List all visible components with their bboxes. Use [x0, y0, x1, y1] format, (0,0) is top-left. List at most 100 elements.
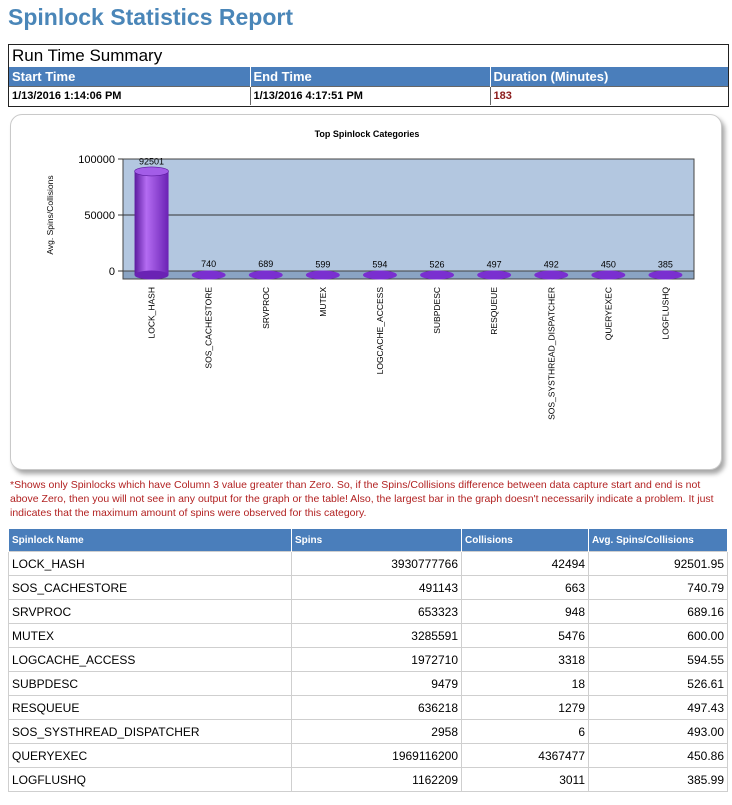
cell-spins: 491143 [291, 575, 462, 600]
summary-table: Start Time End Time Duration (Minutes) 1… [9, 67, 728, 105]
table-row: SOS_CACHESTORE 491143 663 740.79 [8, 575, 728, 600]
chart-footnote: *Shows only Spinlocks which have Column … [10, 479, 714, 519]
x-tick-label: MUTEX [318, 287, 328, 317]
cell-avg-spins-collisions: 689.16 [588, 599, 728, 624]
cell-collisions: 663 [461, 575, 589, 600]
cell-spins: 9479 [291, 671, 462, 696]
spinlock-bar-chart: Top Spinlock Categories Avg. Spins/Colli… [45, 129, 695, 420]
col-header-avg-spins: Avg. Spins/Collisions [588, 528, 728, 552]
table-row: MUTEX 3285591 5476 600.00 [8, 623, 728, 648]
bar [248, 270, 283, 280]
y-tick-label: 0 [109, 266, 115, 278]
x-tick-label: LOGFLUSHQ [660, 287, 670, 340]
cell-spins: 2958 [291, 719, 462, 744]
cell-spins: 653323 [291, 599, 462, 624]
cell-spins: 1162209 [291, 767, 462, 792]
duration-value: 183 [490, 86, 728, 105]
cell-collisions: 5476 [461, 623, 589, 648]
table-row: QUERYEXEC 1969116200 4367477 450.86 [8, 743, 728, 768]
data-label: 450 [601, 259, 616, 269]
cell-avg-spins-collisions: 526.61 [588, 671, 728, 696]
data-label: 385 [658, 260, 673, 270]
cell-spinlock-name: RESQUEUE [8, 695, 292, 720]
bar [362, 270, 397, 280]
table-row: LOCK_HASH 3930777766 42494 92501.95 [8, 551, 728, 576]
bar [648, 270, 683, 280]
cell-collisions: 3011 [461, 767, 589, 792]
bar [191, 270, 226, 280]
cell-spinlock-name: LOGFLUSHQ [8, 767, 292, 792]
data-label: 492 [544, 259, 559, 269]
cell-spins: 636218 [291, 695, 462, 720]
duration-header: Duration (Minutes) [490, 67, 728, 87]
x-tick-label: SOS_CACHESTORE [204, 287, 214, 369]
cell-spinlock-name: SUBPDESC [8, 671, 292, 696]
bar [591, 270, 626, 280]
bar [420, 270, 455, 280]
spinlock-chart-panel: Top Spinlock Categories Avg. Spins/Colli… [10, 114, 722, 470]
table-row: SOS_SYSTHREAD_DISPATCHER 2958 6 493.00 [8, 719, 728, 744]
cell-collisions: 4367477 [461, 743, 589, 768]
y-tick-label: 50000 [84, 210, 115, 222]
cell-avg-spins-collisions: 600.00 [588, 623, 728, 648]
cell-spinlock-name: MUTEX [8, 623, 292, 648]
cell-collisions: 18 [461, 671, 589, 696]
cell-avg-spins-collisions: 497.43 [588, 695, 728, 720]
end-time-header: End Time [250, 67, 491, 87]
col-header-spinlock-name: Spinlock Name [8, 528, 292, 552]
data-label: 689 [258, 259, 273, 269]
x-tick-label: LOCK_HASH [147, 287, 157, 339]
spinlock-table: Spinlock Name Spins Collisions Avg. Spin… [8, 528, 728, 792]
cell-avg-spins-collisions: 493.00 [588, 719, 728, 744]
x-tick-label: LOGCACHE_ACCESS [375, 287, 385, 375]
data-label: 92501 [139, 156, 164, 166]
start-time-header: Start Time [9, 67, 251, 87]
cell-spins: 3285591 [291, 623, 462, 648]
cell-avg-spins-collisions: 92501.95 [588, 551, 728, 576]
x-tick-label: RESQUEUE [489, 287, 499, 335]
start-time-value: 1/13/2016 1:14:06 PM [9, 86, 251, 105]
table-row: LOGCACHE_ACCESS 1972710 3318 594.55 [8, 647, 728, 672]
y-tick-label: 100000 [78, 154, 115, 166]
data-label: 526 [430, 259, 445, 269]
bar [477, 270, 512, 280]
cell-spins: 1969116200 [291, 743, 462, 768]
cell-collisions: 948 [461, 599, 589, 624]
x-tick-label: QUERYEXEC [603, 287, 613, 340]
cell-avg-spins-collisions: 594.55 [588, 647, 728, 672]
cell-spinlock-name: QUERYEXEC [8, 743, 292, 768]
cell-spinlock-name: SOS_CACHESTORE [8, 575, 292, 600]
chart-title: Top Spinlock Categories [315, 129, 420, 139]
data-label: 497 [487, 259, 502, 269]
cell-collisions: 1279 [461, 695, 589, 720]
bar-base [134, 270, 169, 280]
end-time-value: 1/13/2016 4:17:51 PM [250, 86, 491, 105]
x-tick-label: SUBPDESC [432, 287, 442, 334]
cell-collisions: 3318 [461, 647, 589, 672]
run-time-summary: Run Time Summary Start Time End Time Dur… [8, 44, 729, 107]
chart-y-axis-label: Avg. Spins/Collisions [45, 175, 55, 254]
cell-spins: 1972710 [291, 647, 462, 672]
table-row: SRVPROC 653323 948 689.16 [8, 599, 728, 624]
bar [305, 270, 340, 280]
cell-collisions: 42494 [461, 551, 589, 576]
cell-avg-spins-collisions: 450.86 [588, 743, 728, 768]
page-title: Spinlock Statistics Report [8, 4, 294, 30]
cell-spinlock-name: LOGCACHE_ACCESS [8, 647, 292, 672]
data-label: 740 [201, 259, 216, 269]
data-label: 594 [372, 259, 387, 269]
table-row: RESQUEUE 636218 1279 497.43 [8, 695, 728, 720]
cell-avg-spins-collisions: 740.79 [588, 575, 728, 600]
col-header-spins: Spins [291, 528, 462, 552]
bar [134, 171, 169, 275]
cell-spinlock-name: SRVPROC [8, 599, 292, 624]
bar [534, 270, 569, 280]
table-row: SUBPDESC 9479 18 526.61 [8, 671, 728, 696]
cell-spinlock-name: LOCK_HASH [8, 551, 292, 576]
bar-top [134, 166, 169, 177]
cell-avg-spins-collisions: 385.99 [588, 767, 728, 792]
cell-collisions: 6 [461, 719, 589, 744]
cell-spins: 3930777766 [291, 551, 462, 576]
data-label: 599 [315, 259, 330, 269]
x-tick-label: SRVPROC [261, 287, 271, 329]
